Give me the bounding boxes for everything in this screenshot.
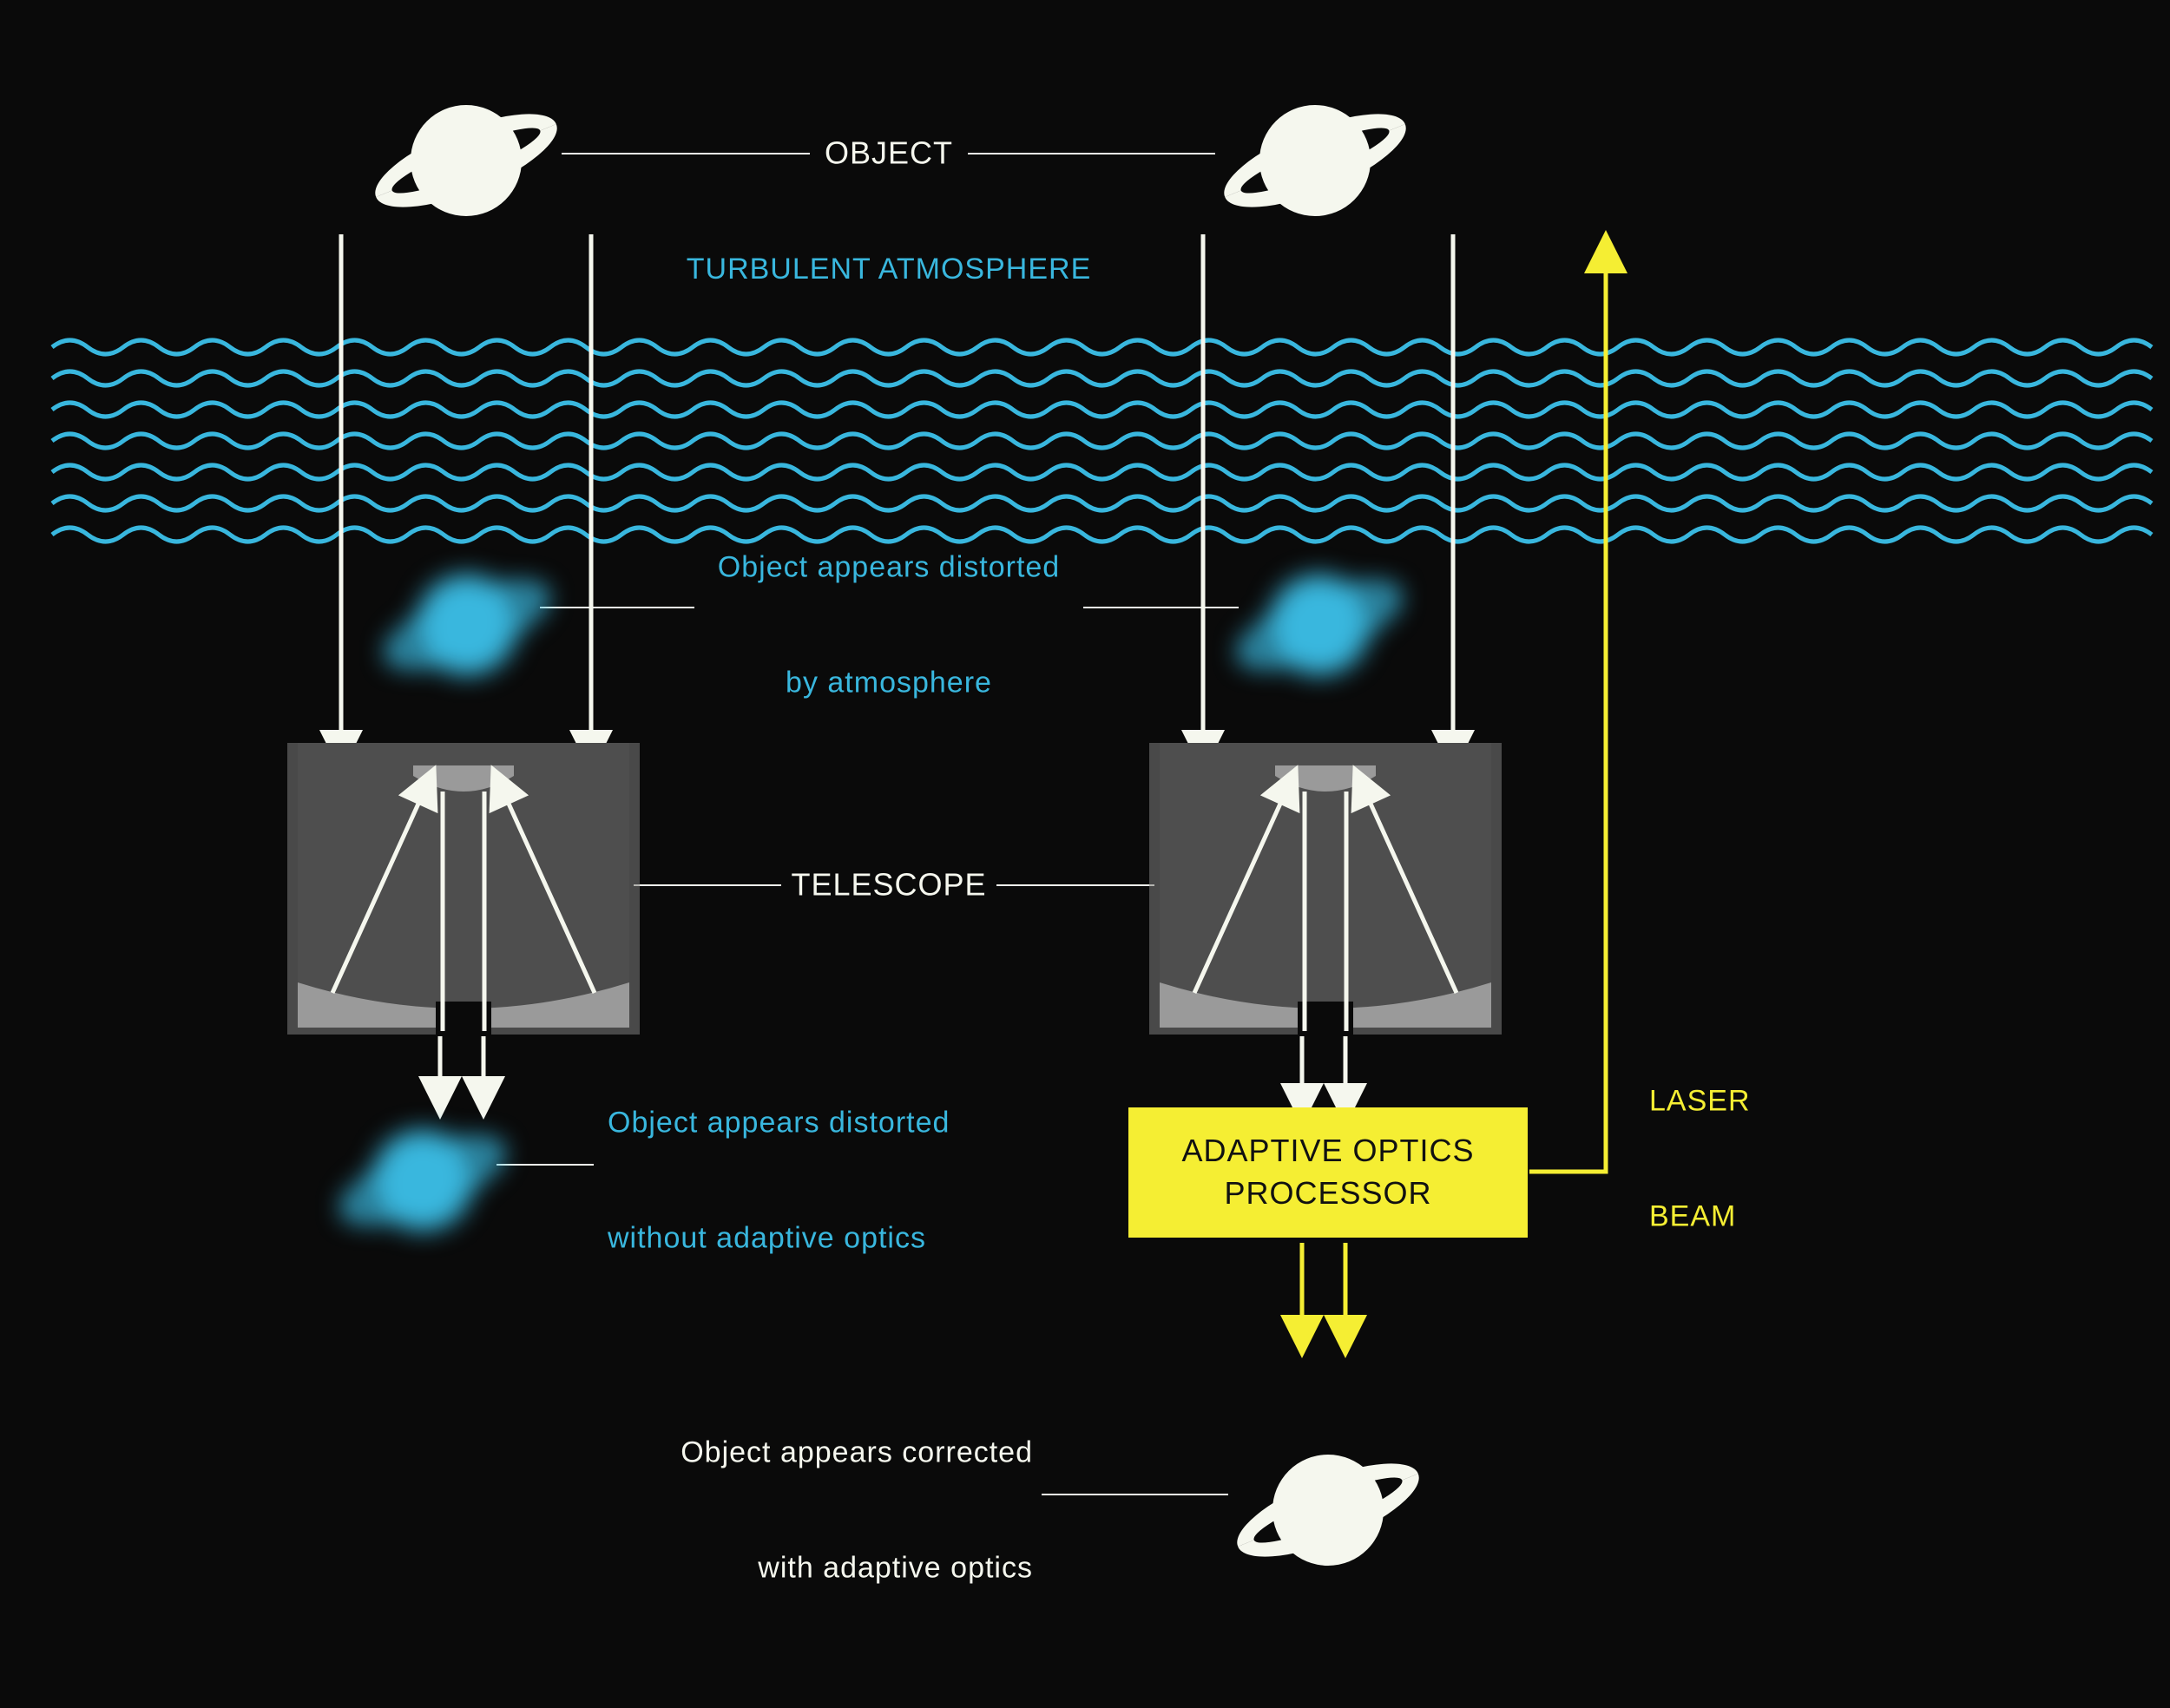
- processor-label-line2: PROCESSOR: [1224, 1173, 1431, 1215]
- telescope-primary-mirror: [1160, 982, 1491, 1028]
- telescope-body: [1160, 743, 1491, 1028]
- label-distorted-by-atmosphere: Object appears distorted by atmosphere: [718, 471, 1060, 778]
- diagram-canvas: ADAPTIVE OPTICS PROCESSOR OBJECT TURBULE…: [0, 0, 2170, 1708]
- telescope-ray: [332, 785, 427, 993]
- label-laser-l2: BEAM: [1649, 1197, 1751, 1235]
- label-laser-l1: LASER: [1649, 1082, 1751, 1120]
- atmosphere-wave: [52, 434, 2152, 448]
- label-distorted-by-atmosphere-l1: Object appears distorted: [718, 549, 1060, 587]
- telescope-outer: [287, 743, 640, 1035]
- telescope-exit-hole: [436, 1002, 491, 1036]
- label-corrected-with-ao: Object appears corrected with adaptive o…: [681, 1357, 1033, 1664]
- telescope-secondary-mirror: [1275, 765, 1376, 792]
- label-distorted-without-ao: Object appears distorted without adaptiv…: [608, 1027, 950, 1334]
- atmosphere-wave: [52, 403, 2152, 417]
- atmosphere-wave: [52, 496, 2152, 510]
- processor-label-line1: ADAPTIVE OPTICS: [1181, 1130, 1474, 1173]
- label-laser-beam: LASER BEAM: [1649, 1005, 1751, 1312]
- telescope-ray: [1194, 785, 1289, 993]
- telescope-ray: [1362, 785, 1457, 993]
- atmosphere-wave: [52, 465, 2152, 479]
- atmosphere-wave: [52, 340, 2152, 354]
- atmosphere-wave: [52, 371, 2152, 385]
- label-distorted-by-atmosphere-l2: by atmosphere: [718, 663, 1060, 701]
- label-object: OBJECT: [825, 134, 953, 174]
- label-distorted-without-ao-l1: Object appears distorted: [608, 1104, 950, 1142]
- telescope-outer: [1149, 743, 1502, 1035]
- telescope-ray: [500, 785, 595, 993]
- label-corrected-l1: Object appears corrected: [681, 1434, 1033, 1472]
- telescope-primary-mirror: [298, 982, 629, 1028]
- atmosphere-wave: [52, 528, 2152, 542]
- label-telescope: TELESCOPE: [791, 865, 986, 906]
- telescope-exit-hole: [1298, 1002, 1353, 1036]
- label-corrected-l2: with adaptive optics: [681, 1548, 1033, 1586]
- telescope-body: [298, 743, 629, 1028]
- label-distorted-without-ao-l2: without adaptive optics: [608, 1219, 950, 1257]
- laser-beam-path: [1529, 252, 1606, 1172]
- telescope-secondary-mirror: [413, 765, 514, 792]
- adaptive-optics-processor-box: ADAPTIVE OPTICS PROCESSOR: [1128, 1107, 1528, 1238]
- label-turbulent-atmosphere: TURBULENT ATMOSPHERE: [687, 250, 1091, 288]
